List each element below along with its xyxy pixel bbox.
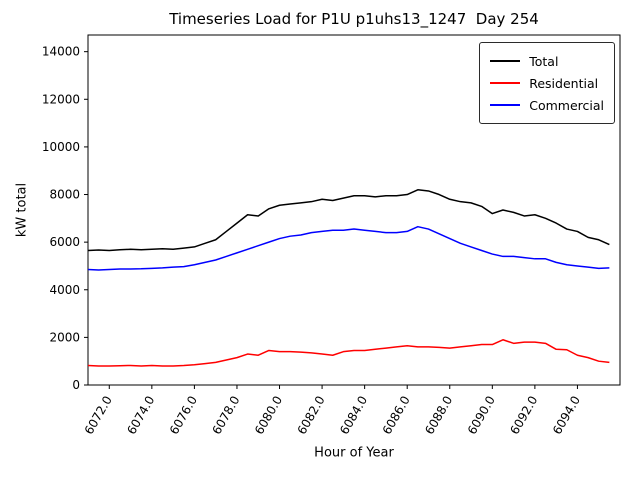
x-tick-label: 6072.0 xyxy=(82,394,115,437)
y-tick-label: 6000 xyxy=(49,235,80,249)
x-tick-label: 6082.0 xyxy=(295,394,328,437)
y-tick-label: 10000 xyxy=(42,140,80,154)
legend-label: Residential xyxy=(529,75,599,91)
legend: Total Residential Commercial xyxy=(479,42,615,124)
y-tick-label: 12000 xyxy=(42,92,80,106)
x-tick-label: 6074.0 xyxy=(124,394,157,437)
y-tick-label: 4000 xyxy=(49,283,80,297)
x-tick-label: 6076.0 xyxy=(167,394,200,437)
x-tick-label: 6086.0 xyxy=(380,394,413,437)
series-line-commercial xyxy=(87,225,610,271)
y-tick-label: 14000 xyxy=(42,45,80,59)
x-axis-label: Hour of Year xyxy=(314,445,394,461)
legend-line-swatch xyxy=(490,82,521,84)
x-tick-label: 6084.0 xyxy=(337,394,370,437)
chart-title: Timeseries Load for P1U p1uhs13_1247 Day… xyxy=(169,10,539,28)
legend-line-swatch xyxy=(490,60,521,62)
legend-label: Total xyxy=(529,53,559,69)
legend-row-residential: Residential xyxy=(490,72,604,94)
legend-row-commercial: Commercial xyxy=(490,94,604,116)
series-line-total xyxy=(87,189,610,252)
y-tick-label: 2000 xyxy=(49,330,80,344)
x-tick-label: 6080.0 xyxy=(252,394,285,437)
y-tick-label: 8000 xyxy=(49,188,80,202)
x-tick-label: 6092.0 xyxy=(507,394,540,437)
series-line-residential xyxy=(87,339,610,367)
legend-label: Commercial xyxy=(529,97,604,113)
legend-line-swatch xyxy=(490,104,521,106)
y-tick-label: 0 xyxy=(72,378,80,392)
legend-row-total: Total xyxy=(490,50,604,72)
y-axis-label: kW total xyxy=(14,182,30,238)
x-tick-label: 6088.0 xyxy=(422,394,455,437)
x-tick-label: 6078.0 xyxy=(209,394,242,437)
x-tick-label: 6090.0 xyxy=(465,394,498,437)
x-tick-label: 6094.0 xyxy=(550,394,583,437)
axes-frame xyxy=(87,34,621,386)
